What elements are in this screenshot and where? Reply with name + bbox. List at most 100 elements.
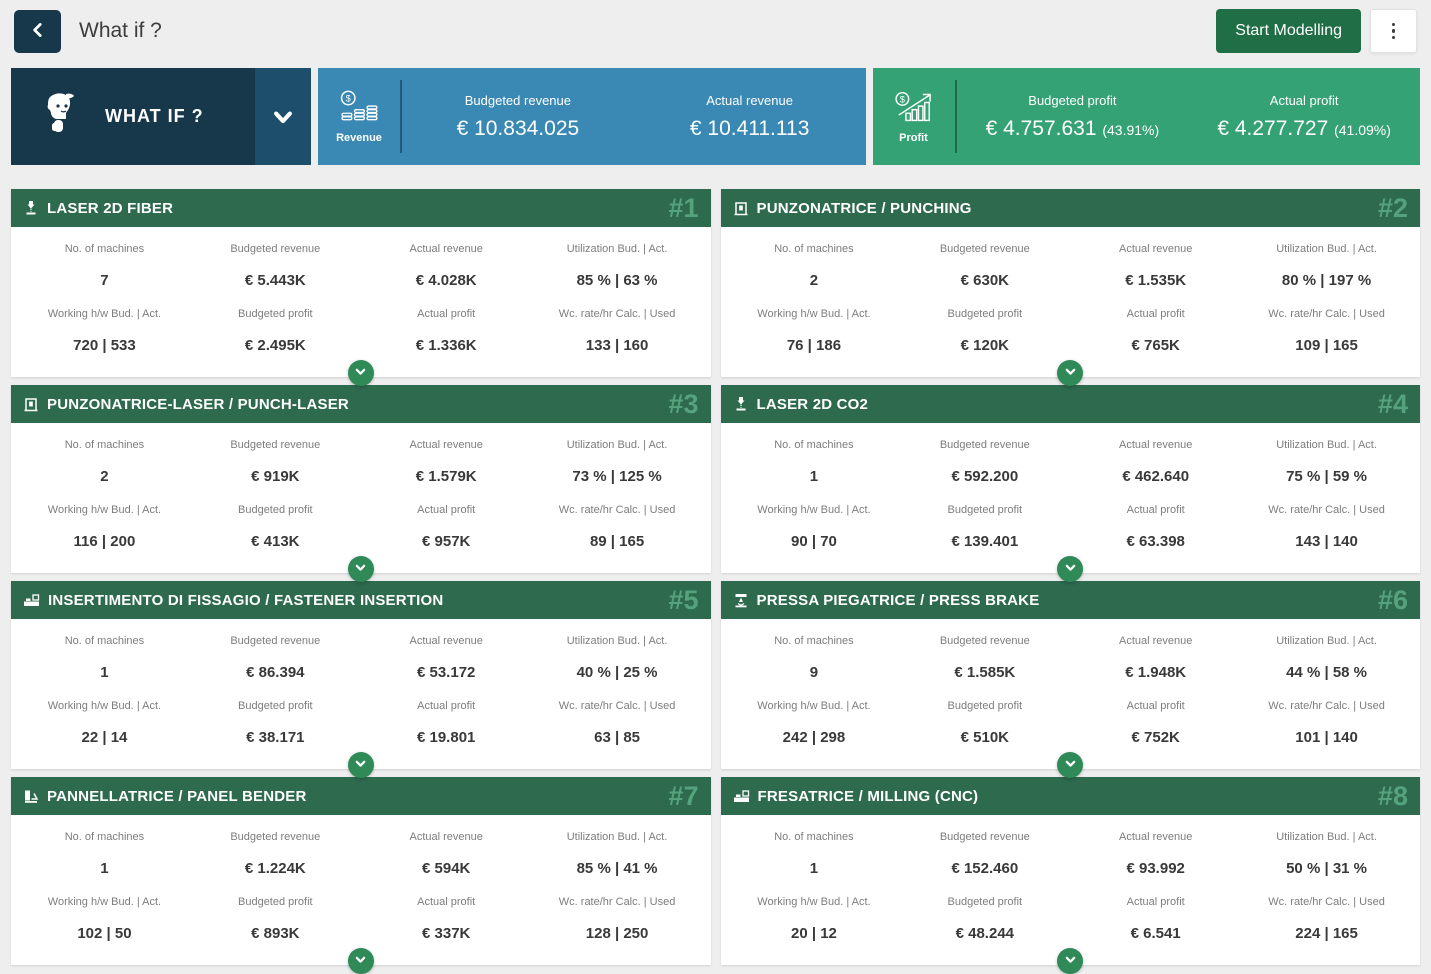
machine-rank-badge: #2	[1377, 192, 1408, 223]
back-button[interactable]	[14, 9, 61, 53]
machine-card: PRESSA PIEGATRICE / PRESS BRAKE #6 No. o…	[720, 581, 1421, 778]
svg-text:$: $	[899, 94, 904, 104]
stat-actual-profit: Actual profit € 752K	[1126, 700, 1185, 746]
expand-card-button[interactable]	[347, 752, 374, 778]
chevron-down-icon	[354, 757, 367, 773]
machine-title: PRESSA PIEGATRICE / PRESS BRAKE	[756, 591, 1040, 609]
stat-utilization: Utilization Bud. | Act. 50 % | 31 %	[1276, 831, 1377, 877]
whatif-selector[interactable]: WHAT IF ?	[11, 68, 311, 165]
profit-icon: $	[893, 90, 935, 129]
machine-card-header: LASER 2D FIBER #1	[11, 189, 711, 227]
machine-title: PUNZONATRICE / PUNCHING	[756, 199, 972, 217]
machine-card-header: PRESSA PIEGATRICE / PRESS BRAKE #6	[720, 581, 1420, 619]
machine-rank-badge: #1	[668, 192, 699, 223]
machine-stats: No. of machines 1 Budgeted revenue € 592…	[721, 423, 1421, 550]
stat-budgeted-profit: Budgeted profit € 120K	[947, 308, 1023, 354]
punching-machine-icon	[23, 396, 39, 412]
expand-card-button[interactable]	[1057, 360, 1084, 386]
machine-grid: LASER 2D FIBER #1 No. of machines 7 Budg…	[11, 189, 1421, 974]
stat-no-of-machines: No. of machines 7	[64, 243, 145, 289]
stat-working-hours: Working h/w Bud. | Act. 20 | 12	[757, 896, 871, 942]
machine-card-header: LASER 2D CO2 #4	[720, 385, 1420, 423]
chevron-down-icon	[1064, 365, 1077, 381]
stat-working-hours: Working h/w Bud. | Act. 102 | 50	[47, 896, 162, 942]
stat-actual-revenue: Actual revenue € 1.535K	[1118, 243, 1193, 289]
expand-card-button[interactable]	[1057, 948, 1084, 974]
machine-stats: No. of machines 1 Budgeted revenue € 86.…	[11, 619, 711, 746]
stat-utilization: Utilization Bud. | Act. 75 % | 59 %	[1276, 439, 1377, 485]
stat-wc-rate: Wc. rate/hr Calc. | Used 133 | 160	[558, 308, 676, 354]
fastener-insertion-icon	[23, 592, 40, 608]
stat-actual-profit: Actual profit € 6.541	[1126, 896, 1185, 942]
topbar: What if ? Start Modelling	[0, 0, 1431, 62]
chevron-down-icon	[1064, 561, 1077, 577]
machine-title: FRESATRICE / MILLING (CNC)	[757, 787, 979, 805]
machine-card: FRESATRICE / MILLING (CNC) #8 No. of mac…	[720, 777, 1420, 974]
stat-actual-revenue: Actual revenue € 1.948K	[1118, 635, 1193, 681]
kebab-menu-icon	[1391, 22, 1396, 40]
summary-row: WHAT IF ? $ Revenue Budge	[11, 68, 1420, 165]
stat-no-of-machines: No. of machines 1	[64, 831, 145, 877]
revenue-summary-card: $ Revenue Budgeted revenue € 10.834.025 …	[318, 68, 866, 165]
chevron-down-icon	[1064, 757, 1077, 773]
stat-actual-revenue: Actual revenue € 93.992	[1118, 831, 1193, 877]
stat-working-hours: Working h/w Bud. | Act. 90 | 70	[757, 504, 871, 550]
actual-revenue-value: € 10.411.113	[689, 116, 810, 140]
expand-card-button[interactable]	[347, 360, 374, 386]
stat-actual-profit: Actual profit € 337K	[417, 896, 476, 942]
machine-card: PANNELLATRICE / PANEL BENDER #7 No. of m…	[11, 777, 711, 974]
chevron-down-icon	[255, 68, 311, 165]
stat-budgeted-revenue: Budgeted revenue € 152.460	[939, 831, 1030, 877]
start-modelling-button[interactable]: Start Modelling	[1216, 9, 1361, 53]
stat-wc-rate: Wc. rate/hr Calc. | Used 128 | 250	[558, 896, 676, 942]
laser-cutter-icon	[733, 396, 749, 412]
stat-no-of-machines: No. of machines 9	[774, 635, 854, 681]
stat-budgeted-revenue: Budgeted revenue € 1.585K	[939, 635, 1030, 681]
machine-card: LASER 2D FIBER #1 No. of machines 7 Budg…	[11, 189, 711, 386]
actual-profit-label: Actual profit	[1269, 92, 1339, 108]
machine-rank-badge: #5	[668, 584, 699, 615]
chevron-down-icon	[354, 365, 367, 381]
stat-budgeted-profit: Budgeted profit € 893K	[238, 896, 313, 942]
revenue-icon: $	[338, 90, 380, 129]
stat-wc-rate: Wc. rate/hr Calc. | Used 143 | 140	[1268, 504, 1385, 550]
stat-utilization: Utilization Bud. | Act. 85 % | 41 %	[566, 831, 668, 877]
stat-no-of-machines: No. of machines 1	[774, 831, 854, 877]
machine-card-header: PUNZONATRICE-LASER / PUNCH-LASER #3	[11, 385, 711, 423]
budgeted-profit-value: € 4.757.631 (43.91%)	[985, 116, 1160, 140]
stat-wc-rate: Wc. rate/hr Calc. | Used 63 | 85	[558, 700, 676, 746]
stat-utilization: Utilization Bud. | Act. 80 % | 197 %	[1276, 243, 1377, 289]
machine-card-header: PANNELLATRICE / PANEL BENDER #7	[11, 777, 711, 815]
machine-rank-badge: #6	[1377, 584, 1408, 615]
expand-card-button[interactable]	[347, 948, 374, 974]
stat-actual-revenue: Actual revenue € 462.640	[1118, 439, 1193, 485]
stat-actual-revenue: Actual revenue € 4.028K	[409, 243, 483, 289]
stat-working-hours: Working h/w Bud. | Act. 116 | 200	[47, 504, 162, 550]
machine-title: PANNELLATRICE / PANEL BENDER	[47, 787, 307, 805]
stat-actual-revenue: Actual revenue € 53.172	[409, 635, 483, 681]
stat-actual-revenue: Actual revenue € 594K	[409, 831, 483, 877]
kebab-menu-button[interactable]	[1370, 9, 1417, 53]
stat-budgeted-profit: Budgeted profit € 510K	[947, 700, 1023, 746]
expand-card-button[interactable]	[347, 556, 374, 582]
stat-utilization: Utilization Bud. | Act. 73 % | 125 %	[566, 439, 668, 485]
machine-stats: No. of machines 9 Budgeted revenue € 1.5…	[721, 619, 1421, 746]
profit-tab-label: Profit	[899, 131, 928, 144]
topbar-actions: Start Modelling	[1216, 9, 1417, 53]
stat-budgeted-revenue: Budgeted revenue € 630K	[939, 243, 1030, 289]
machine-title: LASER 2D FIBER	[47, 199, 174, 217]
expand-card-button[interactable]	[1057, 556, 1084, 582]
budgeted-revenue-value: € 10.834.025	[456, 116, 580, 140]
divider	[400, 80, 402, 153]
stat-wc-rate: Wc. rate/hr Calc. | Used 109 | 165	[1268, 308, 1385, 354]
stat-utilization: Utilization Bud. | Act. 44 % | 58 %	[1276, 635, 1377, 681]
stat-budgeted-revenue: Budgeted revenue € 5.443K	[230, 243, 321, 289]
machine-title: LASER 2D CO2	[756, 395, 869, 413]
machine-card-header: FRESATRICE / MILLING (CNC) #8	[720, 777, 1420, 815]
budgeted-revenue-label: Budgeted revenue	[464, 92, 571, 108]
panel-bender-icon	[23, 788, 39, 804]
machine-card: PUNZONATRICE / PUNCHING #2 No. of machin…	[720, 189, 1420, 386]
expand-card-button[interactable]	[1057, 752, 1084, 778]
svg-text:$: $	[346, 93, 351, 103]
stat-budgeted-profit: Budgeted profit € 139.401	[947, 504, 1023, 550]
